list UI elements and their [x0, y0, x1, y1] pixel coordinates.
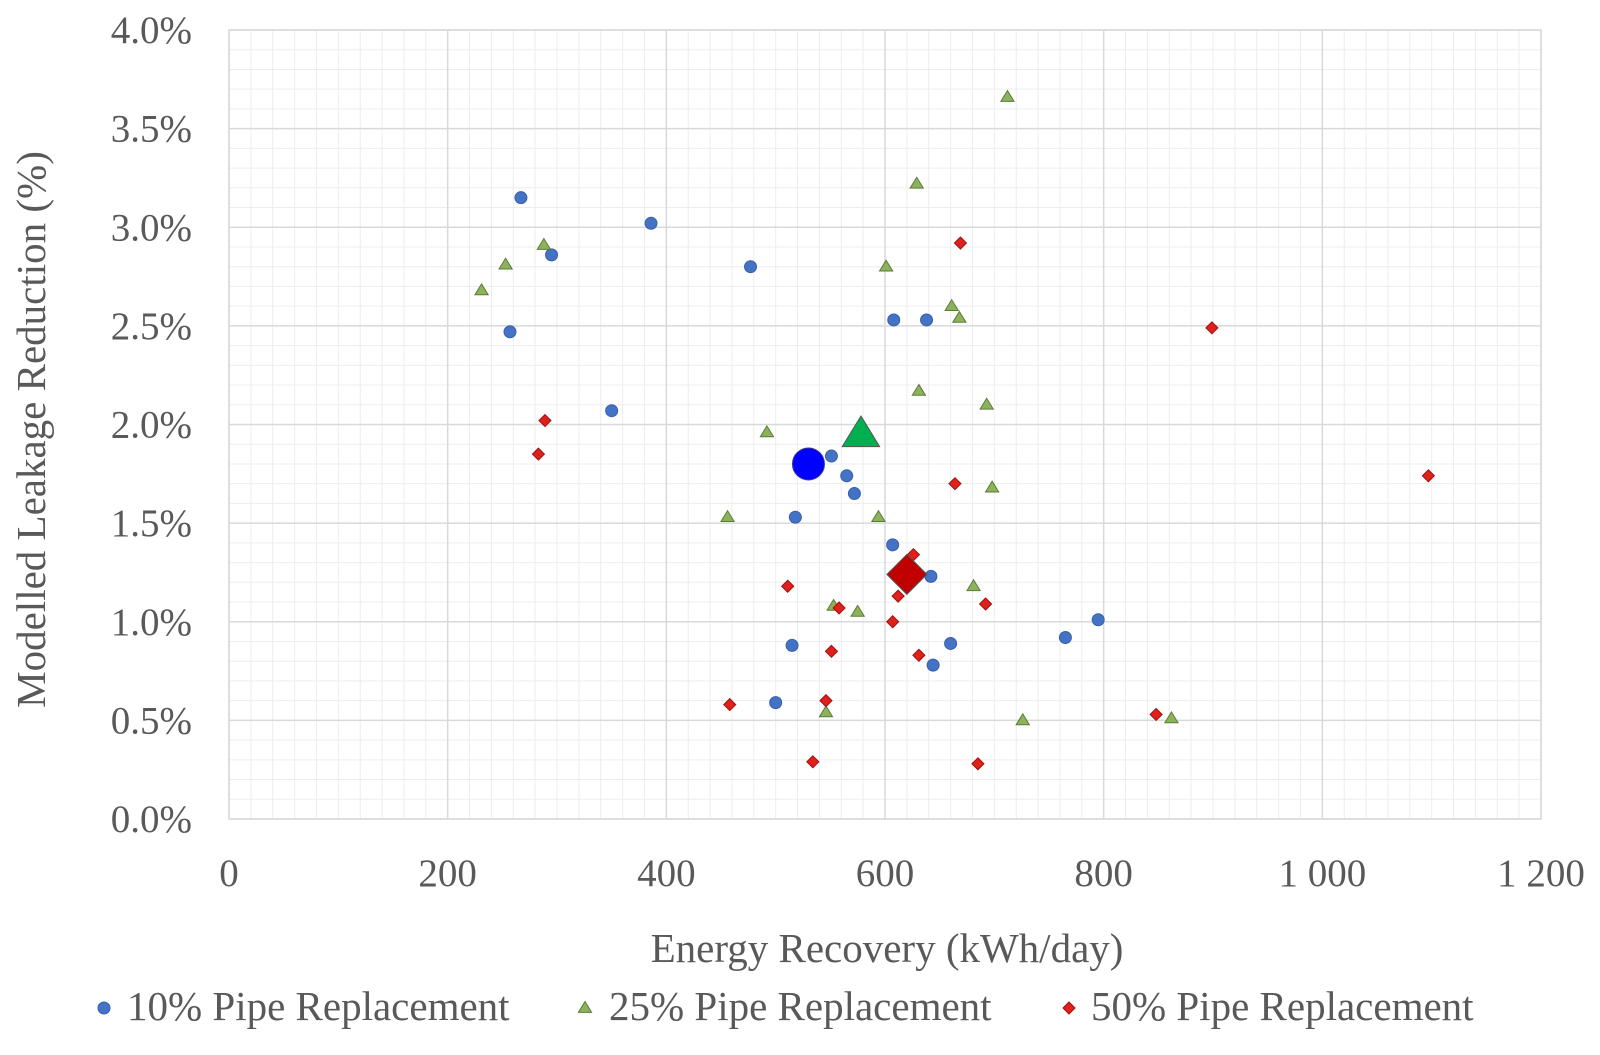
y-tick-label: 1.0%	[111, 601, 192, 644]
legend-label: 10% Pipe Replacement	[127, 983, 510, 1029]
legend-marker	[97, 1001, 111, 1015]
data-point	[909, 176, 925, 189]
data-point	[545, 248, 559, 262]
data-point	[832, 601, 846, 615]
plot-area-border	[228, 29, 1542, 820]
series-3-mean-marker	[886, 553, 928, 596]
data-point	[847, 487, 861, 501]
legend-label: 25% Pipe Replacement	[609, 983, 992, 1029]
x-axis-title: Energy Recovery (kWh/day)	[651, 925, 1124, 971]
data-point	[819, 693, 833, 708]
x-tick-label: 1 200	[1497, 852, 1585, 895]
data-point	[944, 298, 960, 311]
data-point	[944, 636, 958, 650]
data-point	[1421, 469, 1436, 483]
y-tick-label: 4.0%	[111, 9, 192, 52]
data-point	[538, 413, 552, 428]
data-point	[978, 597, 993, 611]
data-point	[744, 260, 758, 274]
data-point	[948, 476, 962, 491]
data-point	[924, 569, 938, 583]
data-point	[885, 615, 900, 629]
x-tick-label: 400	[637, 852, 696, 895]
series-2	[474, 89, 1179, 726]
data-point	[720, 509, 736, 523]
data-point	[1015, 712, 1031, 726]
data-series	[474, 89, 1436, 771]
data-point	[785, 638, 799, 652]
data-point	[886, 538, 900, 552]
legend-item-3: 50% Pipe Replacement	[1062, 983, 1474, 1029]
data-point	[971, 757, 985, 771]
x-tick-label: 200	[418, 852, 477, 895]
data-point	[536, 237, 552, 250]
y-tick-label: 0.0%	[111, 798, 192, 841]
data-point	[979, 397, 995, 410]
legend-label: 50% Pipe Replacement	[1091, 983, 1474, 1029]
data-point	[723, 697, 737, 712]
data-point	[824, 644, 839, 659]
series-3	[531, 236, 1436, 771]
data-point	[498, 257, 514, 270]
series-means	[791, 415, 928, 596]
data-point	[966, 578, 982, 592]
y-tick-label: 2.0%	[111, 404, 192, 447]
y-tick-label: 1.5%	[111, 502, 192, 545]
data-point	[1058, 631, 1072, 645]
data-point	[806, 755, 820, 769]
y-tick-label: 2.5%	[111, 305, 192, 348]
data-point	[911, 383, 927, 396]
data-point	[1091, 613, 1105, 627]
data-point	[850, 604, 866, 617]
data-point	[605, 404, 619, 418]
data-point	[953, 236, 968, 250]
x-tick-label: 800	[1074, 852, 1133, 895]
data-point	[514, 191, 528, 205]
data-point	[788, 510, 802, 524]
data-point	[887, 313, 901, 327]
legend-marker	[1062, 1001, 1076, 1015]
series-2-mean-marker	[841, 415, 881, 448]
data-point	[926, 658, 940, 672]
data-point	[840, 469, 854, 483]
x-tick-label: 600	[856, 852, 915, 895]
data-point	[780, 579, 795, 593]
series-1	[503, 191, 1105, 710]
data-point	[644, 216, 658, 230]
legend: 10% Pipe Replacement 25% Pipe Replacement…	[97, 983, 1474, 1029]
data-point	[878, 259, 894, 272]
data-point	[951, 310, 967, 323]
x-axis-tick-labels: 0 200 400 600 800 1 000 1 200	[219, 852, 1585, 895]
y-tick-label: 0.5%	[111, 699, 192, 742]
series-1-mean-marker	[791, 447, 825, 481]
data-point	[531, 447, 546, 461]
legend-marker	[577, 1000, 593, 1013]
y-tick-label: 3.5%	[111, 108, 192, 151]
data-point	[999, 89, 1015, 102]
data-point	[891, 589, 905, 603]
y-tick-label: 3.0%	[111, 206, 192, 249]
data-point	[1163, 710, 1179, 724]
legend-item-2: 25% Pipe Replacement	[577, 983, 992, 1029]
data-point	[920, 313, 934, 327]
y-axis-title: Modelled Leakage Reduction (%)	[8, 151, 54, 708]
data-point	[503, 325, 517, 339]
data-point	[474, 282, 490, 296]
data-point	[912, 648, 926, 662]
data-point	[1149, 707, 1163, 722]
x-tick-label: 1 000	[1278, 852, 1366, 895]
x-tick-label: 0	[219, 852, 239, 895]
data-point	[1205, 321, 1219, 335]
data-point	[824, 449, 838, 463]
legend-item-1: 10% Pipe Replacement	[97, 983, 510, 1029]
data-point	[870, 509, 886, 523]
data-point	[759, 424, 775, 438]
y-axis-tick-labels: 0.0% 0.5% 1.0% 1.5% 2.0% 2.5% 3.0% 3.5% 4.0%	[111, 9, 192, 841]
data-point	[984, 480, 1000, 493]
data-point	[818, 705, 834, 718]
data-point	[769, 696, 783, 710]
